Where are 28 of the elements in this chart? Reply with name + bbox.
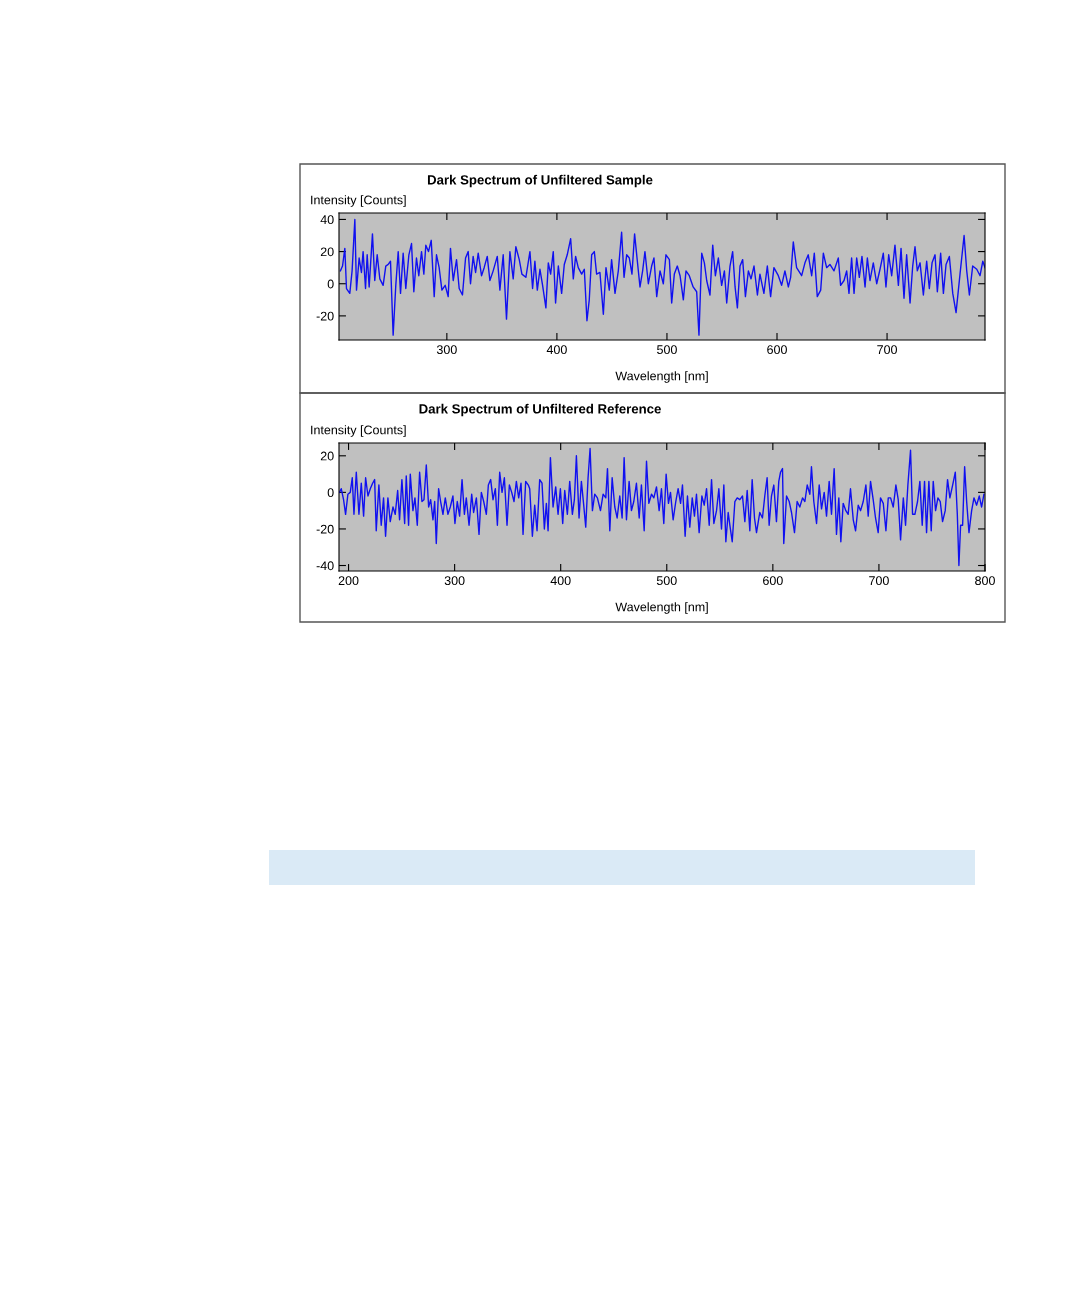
x-tick-label: 700 bbox=[877, 345, 897, 355]
y-tick-label: 20 bbox=[320, 247, 334, 257]
x-tick-label: 400 bbox=[550, 576, 571, 586]
x-tick-label: 200 bbox=[338, 576, 359, 586]
x-tick-label: 600 bbox=[763, 576, 783, 586]
line-series bbox=[339, 447, 985, 567]
y-tick-label: 20 bbox=[320, 451, 334, 461]
y-tick-label: -20 bbox=[316, 524, 334, 534]
chart-title: Dark Spectrum of Unfiltered Reference bbox=[419, 403, 661, 417]
x-axis-title: Wavelength [nm] bbox=[615, 371, 708, 383]
y-tick-label: 0 bbox=[327, 488, 334, 498]
y-axis-title: Intensity [Counts] bbox=[311, 195, 406, 207]
x-tick-label: 300 bbox=[444, 576, 465, 586]
y-tick-label: -40 bbox=[316, 561, 334, 571]
x-tick-label: 300 bbox=[436, 345, 457, 355]
y-tick-label: 40 bbox=[320, 215, 334, 225]
y-tick-label: 0 bbox=[327, 279, 334, 289]
x-axis-title: Wavelength [nm] bbox=[615, 602, 708, 614]
x-tick-label: 500 bbox=[656, 576, 677, 586]
x-tick-label: 800 bbox=[975, 576, 995, 586]
x-tick-label: 600 bbox=[767, 345, 787, 355]
line-series bbox=[339, 218, 985, 336]
y-axis-title: Intensity [Counts] bbox=[311, 425, 406, 437]
y-tick-label: -20 bbox=[316, 311, 334, 321]
chart-title: Dark Spectrum of Unfiltered Sample bbox=[427, 174, 653, 188]
x-tick-label: 500 bbox=[657, 345, 677, 355]
x-tick-label: 700 bbox=[869, 576, 889, 586]
x-tick-label: 400 bbox=[546, 345, 567, 355]
